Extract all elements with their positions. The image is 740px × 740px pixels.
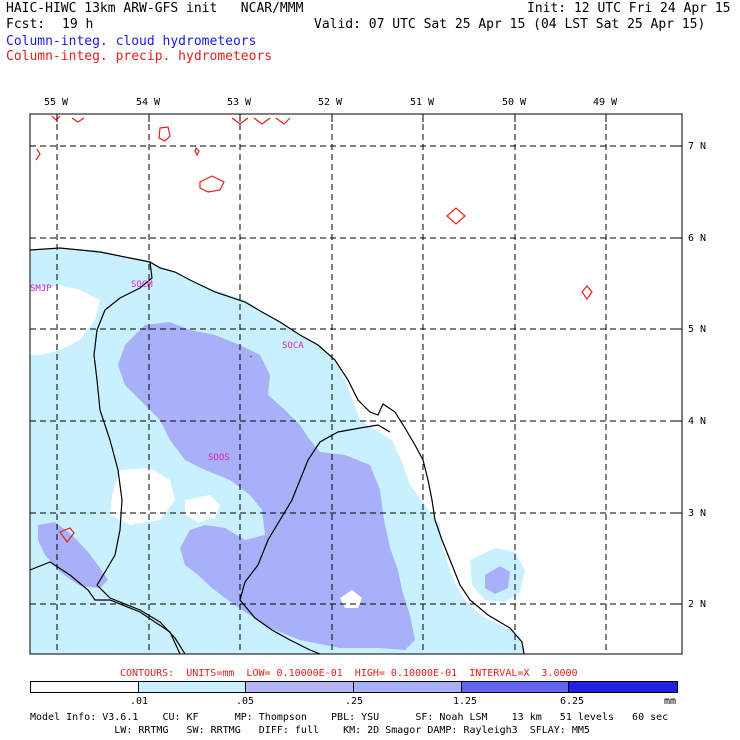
lon-label: 53 W — [227, 97, 252, 108]
valid-time: Valid: 07 UTC Sat 25 Apr 15 (04 LST Sat … — [314, 17, 706, 32]
model-info-line2: LW: RRTMG SW: RRTMG DIFF: full KM: 2D Sm… — [30, 725, 590, 736]
lon-label: 55 W — [44, 97, 69, 108]
station-label-soos: SOOS — [208, 453, 230, 463]
colorbar-tick: .25 — [345, 696, 364, 707]
field-cloud-label: Column-integ. cloud hydrometeors — [6, 34, 257, 49]
lat-label: 3 N — [688, 508, 707, 519]
colorbar-segment — [354, 682, 462, 692]
lat-label: 7 N — [688, 141, 707, 152]
fcst-value: 19 h — [62, 17, 94, 32]
field-precip-label: Column-integ. precip. hydrometeors — [6, 49, 273, 64]
colorbar-tick: .05 — [236, 696, 255, 707]
lat-label: 5 N — [688, 324, 707, 335]
hydrometeor-fill-layer — [30, 248, 525, 654]
station-label-socm: SOCM — [131, 280, 153, 290]
clear-patch — [30, 285, 220, 525]
colorbar-tick: .01 — [130, 696, 149, 707]
lon-label: 49 W — [593, 97, 618, 108]
station-label-smjp: SMJP — [30, 284, 52, 294]
fcst-label: Fcst: — [6, 17, 46, 32]
lon-label: 51 W — [410, 97, 435, 108]
colorbar-segment — [138, 682, 247, 692]
colorbar-units: mm — [664, 696, 677, 707]
lon-label: 52 W — [318, 97, 343, 108]
colorbar-tick: 1.25 — [453, 696, 478, 707]
core-field-main — [118, 322, 415, 650]
contours-info: CONTOURS: UNITS=mm LOW= 0.10000E-01 HIGH… — [120, 668, 578, 679]
border-south — [239, 424, 391, 654]
model-info-line1: Model Info: V3.6.1 CU: KF MP: Thompson P… — [30, 712, 669, 723]
coastline-borders — [30, 247, 525, 654]
core-field-west — [38, 522, 108, 588]
lat-label: 4 N — [688, 416, 707, 427]
colorbar-segment — [246, 682, 355, 692]
lat-lon-grid — [30, 114, 682, 654]
lat-label: 2 N — [688, 599, 707, 610]
coastline — [30, 247, 525, 654]
colorbar-segment — [461, 682, 570, 692]
border-west — [93, 261, 186, 654]
lon-label: 50 W — [502, 97, 527, 108]
map-frame — [29, 113, 683, 655]
axis-ticks — [56, 114, 682, 605]
header-title: HAIC-HIWC 13km ARW-GFS init NCAR/MMM — [6, 1, 304, 16]
colorbar-segment — [569, 682, 678, 692]
colorbar-tick: 6.25 — [560, 696, 585, 707]
border-inner — [30, 561, 181, 654]
station-label-soca: SOCA — [282, 341, 304, 351]
lon-label: 54 W — [136, 97, 161, 108]
core-field-east-blob — [485, 566, 510, 594]
lat-label: 6 N — [688, 233, 707, 244]
colorbar — [30, 681, 678, 693]
colorbar-segment — [31, 682, 139, 692]
init-time: Init: 12 UTC Fri 24 Apr 15 — [527, 1, 731, 16]
precip-contours — [35, 115, 593, 544]
